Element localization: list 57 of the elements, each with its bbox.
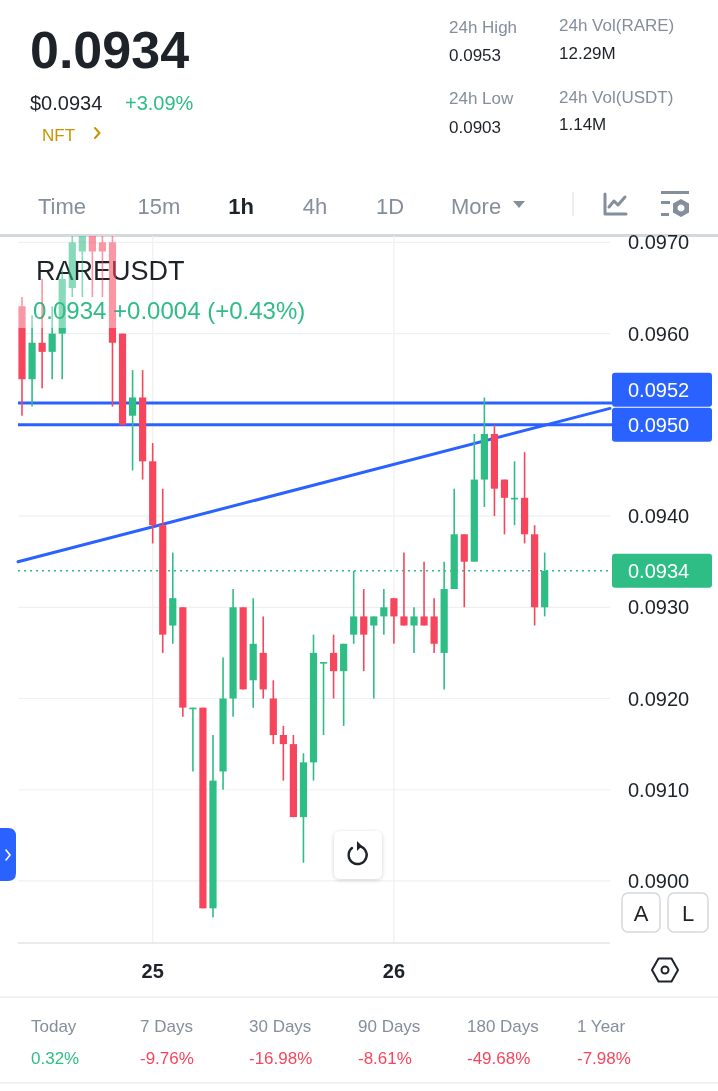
text: +3.09% xyxy=(125,92,194,114)
y-tick-label: 0.0940 xyxy=(628,505,690,528)
candlestick xyxy=(370,615,378,700)
text: 1h xyxy=(228,194,254,219)
candlestick xyxy=(128,369,137,472)
chart-title: 0.0934 xyxy=(30,21,190,79)
y-tick-label: 0.0930 xyxy=(628,596,690,619)
y-tick-label: 0.0960 xyxy=(628,322,690,345)
text: 24h Low xyxy=(449,89,514,108)
x-tick-label: 26 xyxy=(382,960,406,982)
candlestick xyxy=(390,597,398,645)
text: 0.0953 xyxy=(449,46,501,65)
text: NFT xyxy=(42,126,76,145)
ref-line-label: 0.0934 xyxy=(628,559,690,582)
text: -16.98% xyxy=(249,1049,313,1068)
text: 1 Year xyxy=(577,1017,626,1036)
y-tick-label: 0.0910 xyxy=(628,778,690,801)
x-tick-label: 25 xyxy=(141,960,164,982)
y-tick-label: 0.0970 xyxy=(628,231,690,254)
candlestick xyxy=(330,633,338,700)
text: 1.14M xyxy=(559,115,607,134)
text: 30 Days xyxy=(249,1017,312,1036)
text: 7 Days xyxy=(140,1017,193,1036)
text: 180 Days xyxy=(467,1017,539,1036)
text: 24h High xyxy=(449,18,518,37)
candlestick xyxy=(360,588,368,672)
text: -8.61% xyxy=(358,1049,412,1068)
annotation: RAREUSDT xyxy=(36,256,185,286)
text: 1D xyxy=(375,194,405,219)
text: 4h xyxy=(302,194,328,219)
text: A xyxy=(633,901,649,926)
text: Today xyxy=(31,1017,77,1036)
text: Time xyxy=(37,194,87,219)
text: L xyxy=(681,901,695,926)
y-tick-label: 0.0900 xyxy=(628,869,690,892)
candlestick xyxy=(319,661,328,736)
text: 90 Days xyxy=(358,1017,421,1036)
candlestick xyxy=(400,551,408,627)
candlestick xyxy=(500,478,509,536)
ref-line-label: 0.0952 xyxy=(628,378,690,401)
text: -9.76% xyxy=(140,1049,194,1068)
candlestick xyxy=(410,606,418,654)
text: -7.98% xyxy=(577,1049,631,1068)
candlestick xyxy=(279,725,287,782)
text: More xyxy=(451,194,502,219)
text: 15m xyxy=(137,194,181,219)
ref-line-label: 0.0950 xyxy=(628,413,690,436)
chart-subtitle: $0.0934 xyxy=(30,92,103,114)
text: -49.68% xyxy=(467,1049,531,1068)
text: 0.32% xyxy=(31,1049,80,1068)
candlestick xyxy=(420,560,428,627)
candlestick xyxy=(380,588,388,636)
y-tick-label: 0.0920 xyxy=(628,687,690,710)
text: 24h Vol(USDT) xyxy=(559,88,674,107)
text: 24h Vol(RARE) xyxy=(559,16,675,35)
text: 0.0903 xyxy=(449,118,501,137)
text: 12.29M xyxy=(559,44,616,63)
